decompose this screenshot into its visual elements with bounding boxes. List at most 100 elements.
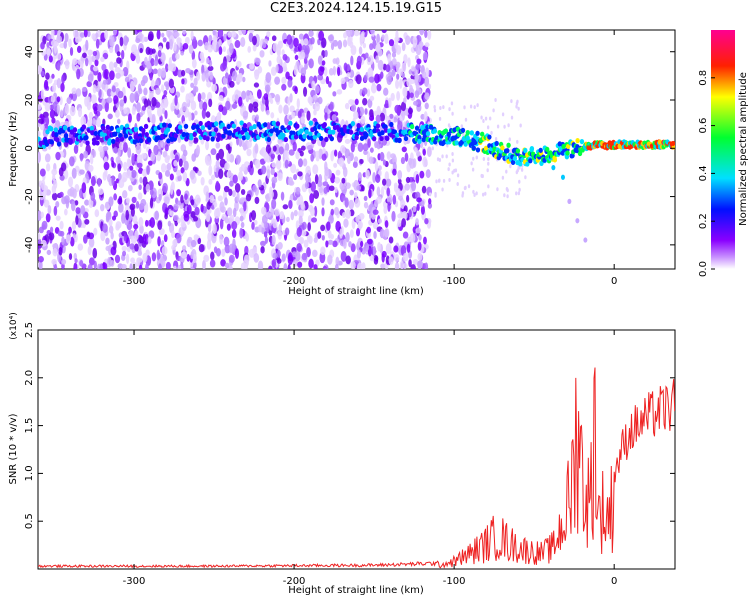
heatmap-cell bbox=[228, 243, 235, 254]
heatmap-cell bbox=[151, 113, 156, 125]
heatmap-cell bbox=[53, 205, 58, 216]
heatmap-cell bbox=[313, 190, 320, 200]
heatmap-cell bbox=[136, 112, 141, 122]
heatmap-cell bbox=[317, 74, 324, 81]
heatmap-cell bbox=[359, 158, 364, 165]
heatmap-cell bbox=[393, 253, 400, 263]
heatmap-cell bbox=[190, 82, 195, 88]
heatmap-cell bbox=[417, 260, 424, 269]
heatmap-cell bbox=[180, 167, 185, 174]
heatmap-cell bbox=[230, 31, 237, 38]
heatmap-cell bbox=[238, 96, 243, 107]
heatmap-cell bbox=[354, 198, 361, 208]
heatmap-cell bbox=[387, 201, 391, 212]
heatmap-cell bbox=[164, 196, 170, 205]
heatmap-cell bbox=[56, 77, 62, 89]
heatmap-cell bbox=[362, 143, 369, 152]
colorbar-tick-label: 0.2 bbox=[698, 213, 709, 229]
heatmap-ridge-cell bbox=[670, 140, 675, 147]
heatmap-cell bbox=[451, 158, 455, 163]
heatmap-cell bbox=[44, 102, 51, 112]
heatmap-cell bbox=[422, 148, 426, 156]
heatmap-cell bbox=[183, 213, 190, 222]
heatmap-cell bbox=[377, 241, 382, 252]
heatmap-ridge-cell bbox=[318, 135, 324, 142]
heatmap-cell bbox=[249, 62, 255, 70]
heatmap-cell bbox=[111, 85, 116, 93]
heatmap-cell bbox=[492, 108, 495, 113]
heatmap-cell bbox=[219, 201, 225, 212]
heatmap-ridge-cell bbox=[143, 123, 149, 129]
heatmap-ridge-cell bbox=[271, 120, 277, 126]
heatmap-cell bbox=[123, 161, 128, 172]
heatmap-cell bbox=[313, 205, 318, 217]
heatmap-cell bbox=[409, 233, 416, 243]
heatmap-cell bbox=[506, 188, 509, 193]
heatmap-cell bbox=[38, 226, 44, 234]
heatmap-cell bbox=[318, 186, 323, 194]
heatmap-cell bbox=[494, 136, 498, 141]
heatmap-cell bbox=[96, 117, 102, 128]
heatmap-cell bbox=[223, 33, 227, 42]
heatmap-cell bbox=[518, 179, 521, 184]
heatmap-cell bbox=[394, 262, 400, 269]
heatmap-cell bbox=[438, 116, 442, 121]
heatmap-cell bbox=[356, 249, 361, 259]
heatmap-cell bbox=[102, 223, 108, 233]
heatmap-cell bbox=[115, 72, 121, 79]
heatmap-cell bbox=[259, 50, 265, 58]
heatmap-ridge-cell bbox=[213, 121, 219, 127]
heatmap-ridge-cell bbox=[45, 129, 50, 135]
heatmap-cell bbox=[417, 155, 422, 162]
heatmap-cell bbox=[51, 168, 58, 176]
heatmap-cell bbox=[262, 42, 267, 49]
heatmap-cell bbox=[240, 188, 246, 195]
heatmap-ridge-cell bbox=[432, 128, 438, 134]
heatmap-cell bbox=[97, 177, 102, 187]
heatmap-cell bbox=[225, 143, 231, 151]
heatmap-ridge-cell bbox=[471, 145, 477, 151]
heatmap-cell bbox=[51, 117, 56, 124]
heatmap-ridge-cell bbox=[62, 125, 68, 131]
heatmap-cell bbox=[524, 175, 527, 180]
heatmap-cell bbox=[289, 93, 293, 103]
heatmap-cell bbox=[214, 208, 220, 219]
heatmap-cell bbox=[385, 178, 392, 187]
heatmap-cell bbox=[295, 151, 300, 160]
heatmap-cell bbox=[372, 39, 377, 50]
heatmap-cell bbox=[248, 248, 255, 258]
heatmap-cell bbox=[158, 193, 162, 201]
heatmap-cell bbox=[364, 52, 369, 59]
heatmap-cell bbox=[391, 69, 396, 77]
heatmap-cell bbox=[125, 209, 130, 221]
heatmap-cell bbox=[165, 83, 169, 91]
heatmap-cell bbox=[244, 161, 250, 168]
heatmap-cell bbox=[286, 216, 290, 223]
heatmap-cell bbox=[157, 49, 162, 58]
heatmap-ridge-cell bbox=[324, 136, 329, 142]
heatmap-cell bbox=[368, 76, 375, 83]
heatmap-ridge-cell bbox=[409, 124, 415, 130]
heatmap-cell bbox=[222, 46, 227, 53]
heatmap-cell bbox=[424, 218, 429, 225]
heatmap-cell bbox=[335, 220, 341, 232]
heatmap-cell bbox=[117, 90, 124, 99]
heatmap-cell bbox=[421, 185, 427, 194]
heatmap-cell bbox=[345, 232, 350, 243]
heatmap-cell bbox=[263, 151, 269, 163]
heatmap-ridge-cell bbox=[312, 134, 318, 140]
heatmap-cell bbox=[217, 30, 224, 39]
heatmap-cell bbox=[431, 146, 434, 151]
heatmap-cell bbox=[369, 43, 374, 51]
heatmap-cell bbox=[503, 193, 506, 198]
heatmap-cell bbox=[70, 200, 76, 212]
heatmap-cell bbox=[346, 72, 351, 78]
heatmap-cell bbox=[385, 255, 390, 265]
colorbar-gradient bbox=[711, 30, 735, 269]
heatmap-cell bbox=[406, 243, 411, 253]
heatmap-cell bbox=[392, 168, 397, 176]
heatmap-cell bbox=[327, 239, 334, 245]
heatmap-cell bbox=[300, 116, 305, 124]
heatmap-cell bbox=[239, 166, 243, 173]
heatmap-cell bbox=[105, 237, 110, 245]
